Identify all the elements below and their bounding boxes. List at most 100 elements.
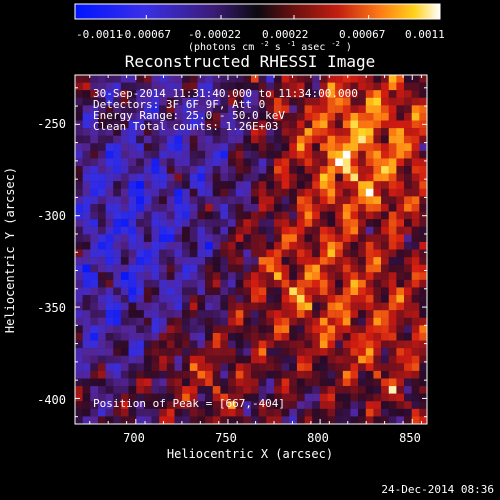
heatmap-cell <box>296 135 305 144</box>
heatmap-cell <box>335 211 344 220</box>
heatmap-cell <box>327 401 336 410</box>
heatmap-cell <box>273 401 282 410</box>
heatmap-cell <box>212 82 221 91</box>
heatmap-cell <box>243 325 252 334</box>
heatmap-cell <box>258 416 267 424</box>
heatmap-cell <box>396 196 405 205</box>
heatmap-cell <box>388 249 397 258</box>
heatmap-cell <box>182 272 190 281</box>
heatmap-cell <box>120 401 129 410</box>
heatmap-cell <box>120 203 129 212</box>
heatmap-cell <box>205 363 213 372</box>
heatmap-cell <box>159 332 168 341</box>
heatmap-cell <box>411 386 420 394</box>
heatmap-cell <box>419 287 427 296</box>
heatmap-cell <box>266 264 275 273</box>
heatmap-cell <box>335 287 344 296</box>
heatmap-cell <box>166 408 175 417</box>
heatmap-cell <box>273 234 282 243</box>
heatmap-cell <box>120 188 129 197</box>
heatmap-cell <box>220 158 229 167</box>
heatmap-cell <box>189 234 198 243</box>
heatmap-cell <box>105 135 114 144</box>
heatmap-cell <box>281 234 290 243</box>
heatmap-cell <box>419 203 427 212</box>
heatmap-cell <box>90 249 99 258</box>
heatmap-cell <box>342 249 351 258</box>
heatmap-cell <box>266 325 275 334</box>
heatmap-cell <box>151 135 160 144</box>
heatmap-cell <box>289 264 298 273</box>
heatmap-cell <box>228 150 236 159</box>
heatmap-cell <box>136 143 145 152</box>
heatmap-cell <box>75 416 83 424</box>
heatmap-cell <box>327 325 336 334</box>
heatmap-cell <box>304 166 313 174</box>
heatmap-cell <box>373 128 382 136</box>
x-tick-label-700: 700 <box>123 431 145 445</box>
heatmap-cell <box>342 363 351 372</box>
heatmap-cell <box>189 386 198 394</box>
heatmap-cell <box>373 105 382 114</box>
heatmap-cell <box>251 340 259 349</box>
heatmap-cell <box>251 188 259 197</box>
heatmap-cell <box>396 75 405 83</box>
heatmap-cell <box>319 181 328 190</box>
heatmap-cell <box>365 203 374 212</box>
heatmap-cell <box>266 355 275 364</box>
heatmap-cell <box>388 416 397 424</box>
heatmap-cell <box>75 112 83 121</box>
heatmap-cell <box>358 120 366 129</box>
heatmap-cell <box>365 226 374 235</box>
heatmap-cell <box>90 355 99 364</box>
heatmap-cell <box>159 279 168 288</box>
heatmap-cell <box>243 203 252 212</box>
heatmap-cell <box>350 120 359 129</box>
heatmap-cell <box>304 408 313 417</box>
heatmap-cell <box>358 355 366 364</box>
heatmap-cell <box>396 295 405 303</box>
heatmap-cell <box>296 143 305 152</box>
heatmap-cell <box>113 279 122 288</box>
heatmap-cell <box>212 135 221 144</box>
heatmap-cell <box>151 310 160 318</box>
heatmap-cell <box>189 143 198 152</box>
heatmap-cell <box>327 219 336 227</box>
heatmap-cell <box>273 150 282 159</box>
heatmap-cell <box>251 325 259 334</box>
heatmap-cell <box>105 378 114 387</box>
heatmap-cell <box>350 97 359 106</box>
heatmap-cell <box>120 97 129 106</box>
heatmap-cell <box>136 97 145 106</box>
heatmap-cell <box>404 317 412 326</box>
heatmap-cell <box>358 211 366 220</box>
heatmap-cell <box>266 272 275 281</box>
heatmap-cell <box>404 97 412 106</box>
heatmap-cell <box>143 363 152 372</box>
heatmap-cell <box>182 112 190 121</box>
heatmap-cell <box>281 173 290 182</box>
heatmap-cell <box>228 363 236 372</box>
heatmap-cell <box>105 166 114 174</box>
heatmap-cell <box>281 105 290 114</box>
heatmap-cell <box>327 370 336 379</box>
heatmap-cell <box>335 317 344 326</box>
heatmap-cell <box>312 393 321 402</box>
heatmap-cell <box>365 279 374 288</box>
heatmap-cell <box>396 348 405 356</box>
heatmap-cell <box>151 150 160 159</box>
heatmap-cell <box>266 219 275 227</box>
heatmap-cell <box>97 234 106 243</box>
heatmap-cell <box>197 302 206 311</box>
heatmap-cell <box>411 378 420 387</box>
heatmap-cell <box>228 348 236 356</box>
heatmap-cell <box>296 90 305 98</box>
heatmap-cell <box>105 219 114 227</box>
heatmap-cell <box>365 196 374 205</box>
heatmap-cell <box>151 386 160 394</box>
heatmap-cell <box>358 348 366 356</box>
heatmap-cell <box>396 150 405 159</box>
heatmap-cell <box>273 332 282 341</box>
heatmap-cell <box>319 310 328 318</box>
heatmap-cell <box>296 264 305 273</box>
